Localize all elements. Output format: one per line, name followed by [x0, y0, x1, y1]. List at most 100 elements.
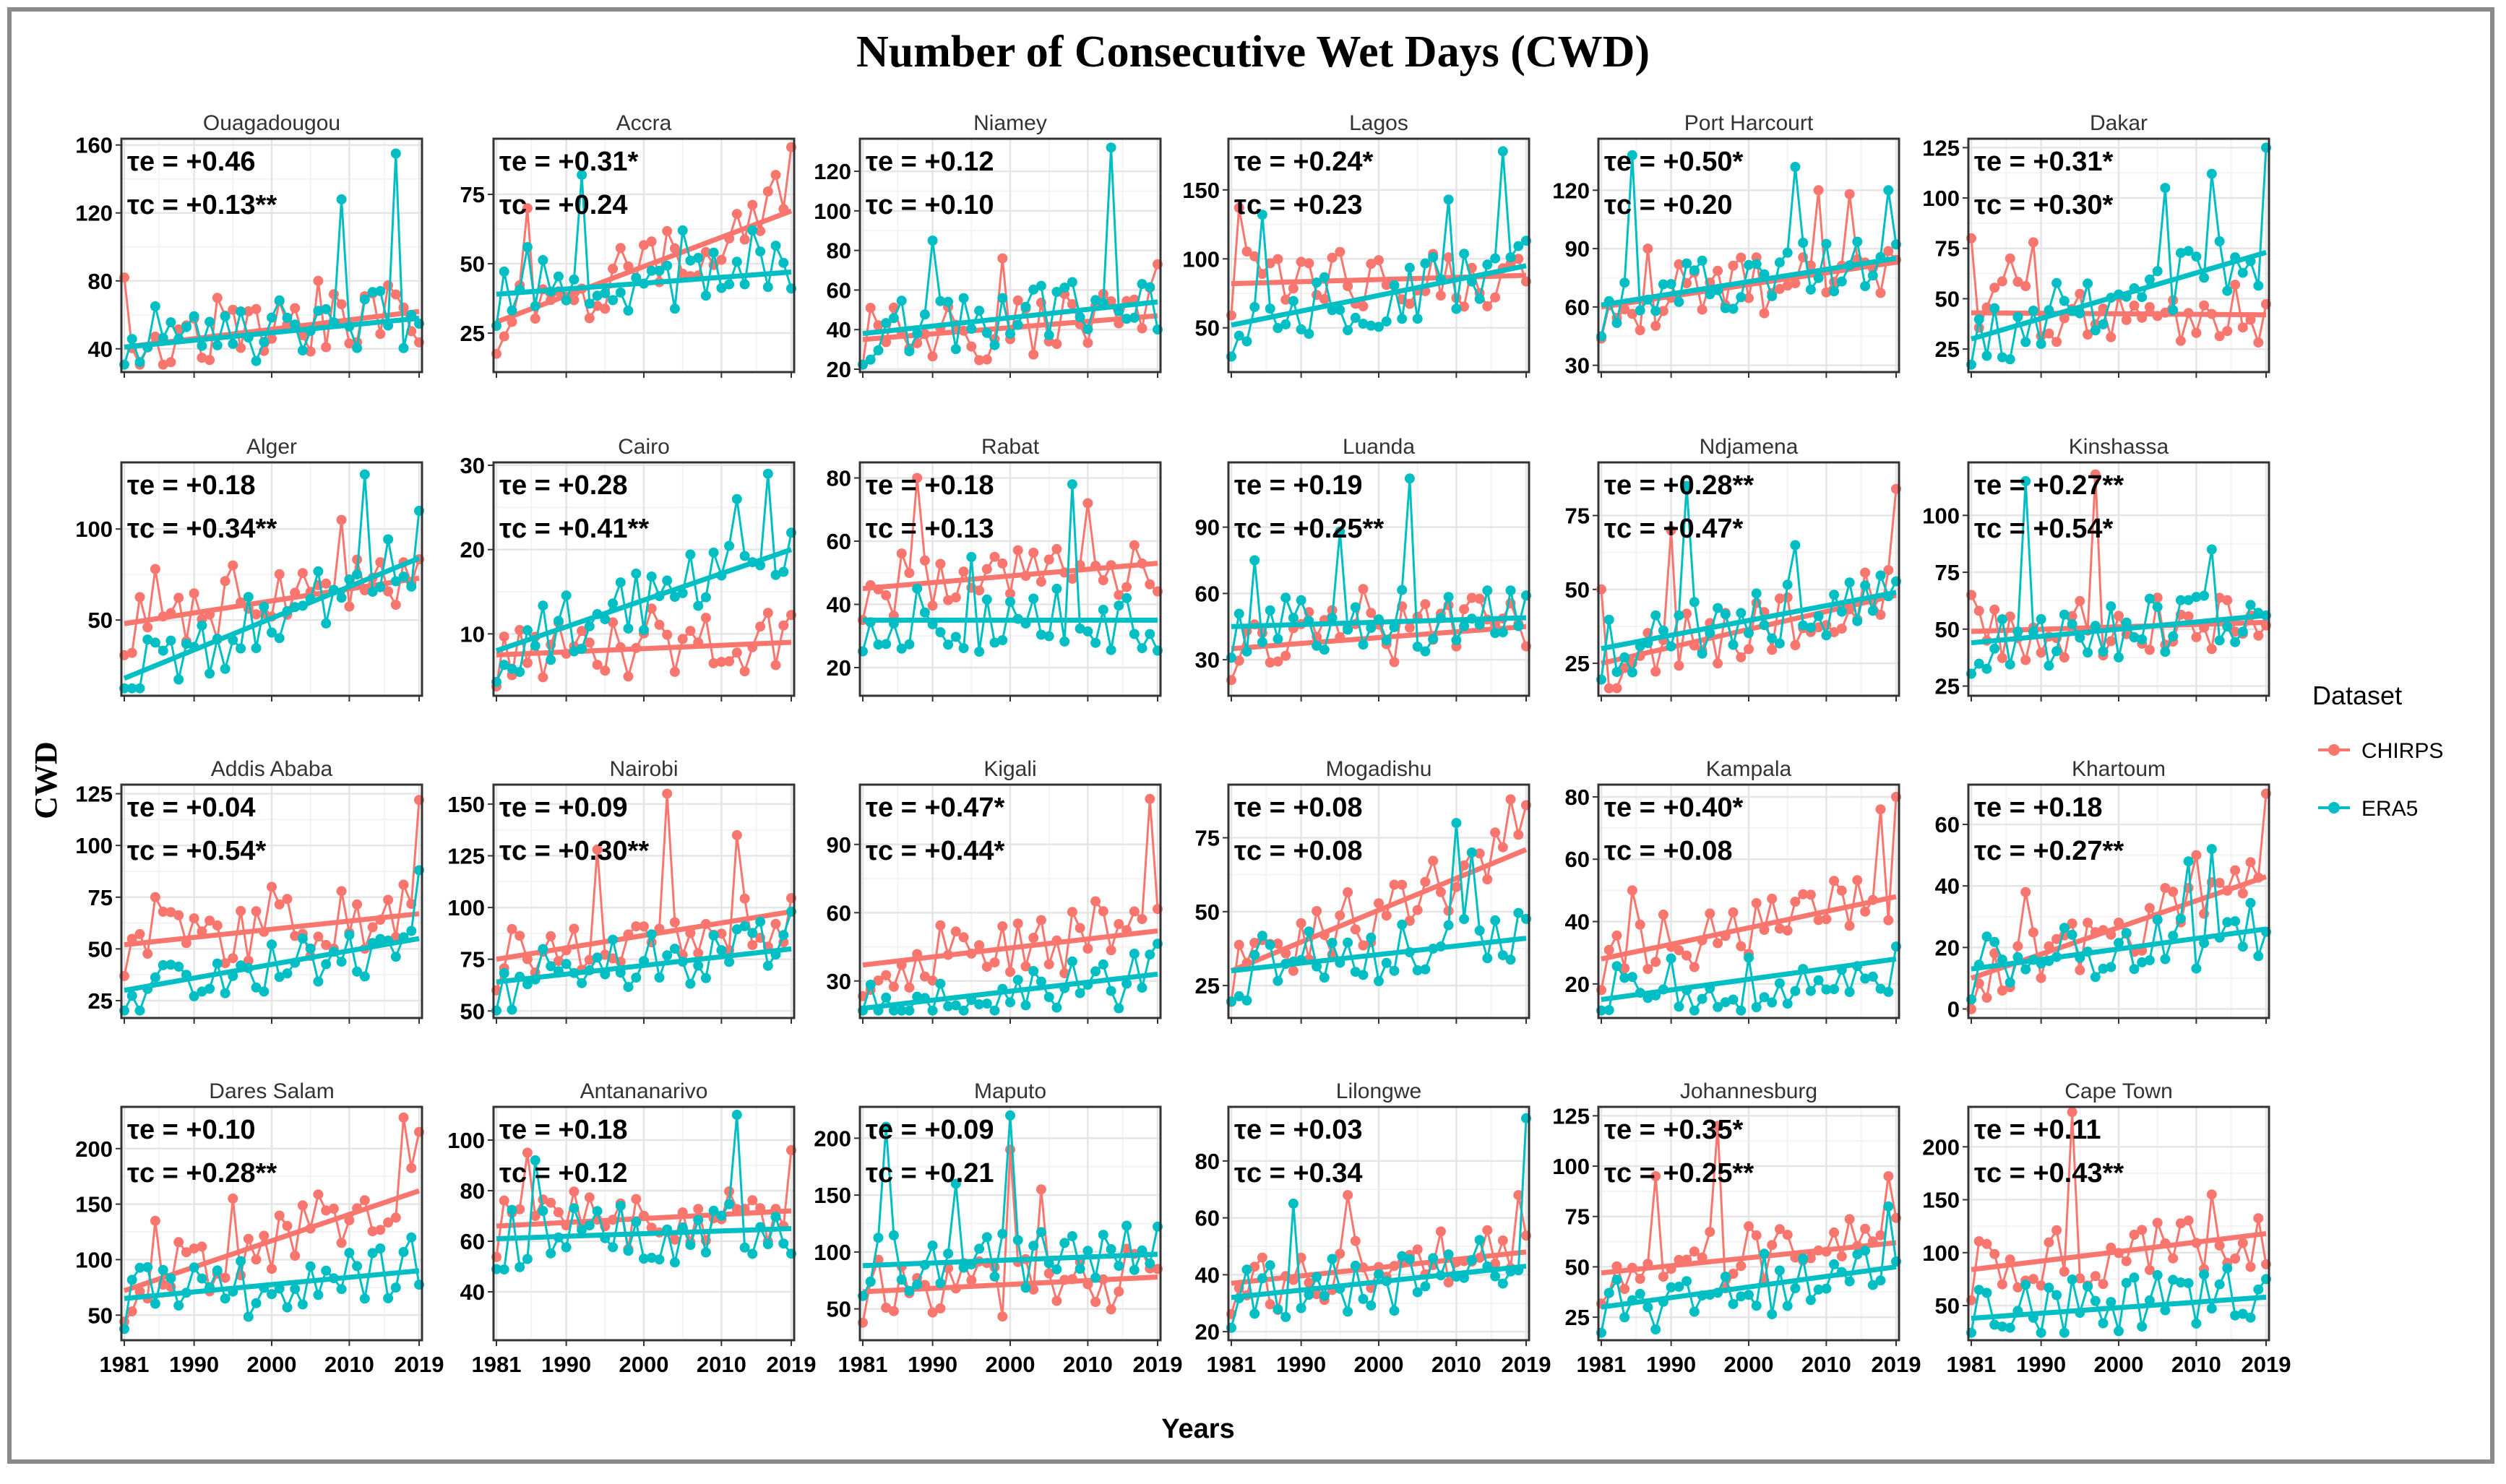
era5-point	[251, 1298, 262, 1308]
era5-point	[290, 319, 301, 330]
chirps-point	[398, 879, 409, 890]
era5-point	[1759, 992, 1770, 1003]
chirps-point	[267, 1264, 277, 1274]
tau-c-label: τc = +0.54*	[1974, 514, 2114, 544]
era5-point	[2183, 856, 2194, 867]
era5-point	[873, 1233, 884, 1243]
era5-point	[2067, 929, 2077, 940]
chirps-point	[1611, 930, 1622, 941]
era5-point	[1350, 602, 1361, 613]
tau-e-label: τe = +0.11	[1974, 1115, 2101, 1145]
chirps-point	[150, 1215, 160, 1226]
chirps-point	[212, 920, 223, 931]
era5-point	[1257, 210, 1267, 220]
era5-point	[1658, 279, 1668, 290]
era5-point	[1860, 1246, 1871, 1256]
chirps-point	[1366, 259, 1377, 269]
era5-point	[1374, 1269, 1384, 1280]
y-tick-label: 40	[1565, 910, 1590, 935]
chirps-point	[522, 203, 533, 214]
era5-point	[1428, 1253, 1439, 1264]
chirps-point	[267, 881, 277, 892]
chirps-point	[662, 629, 673, 640]
chirps-point	[1233, 939, 1244, 950]
era5-point	[615, 1200, 626, 1211]
era5-point	[1443, 194, 1454, 205]
chirps-trend-line	[1601, 1240, 1897, 1276]
chirps-point	[569, 923, 580, 934]
era5-point	[662, 575, 673, 586]
panel-border	[1227, 1105, 1530, 1342]
era5-point	[1067, 277, 1077, 288]
era5-point	[352, 342, 363, 353]
era5-point	[662, 950, 673, 961]
era5-point	[2075, 308, 2085, 319]
chirps-point	[1844, 189, 1855, 199]
chirps-point	[321, 342, 332, 353]
chirps-point	[584, 637, 595, 648]
era5-point	[212, 958, 223, 969]
era5-point	[181, 322, 191, 332]
chirps-point	[2168, 1253, 2179, 1264]
chirps-point	[1273, 656, 1283, 667]
era5-point	[1404, 1254, 1415, 1264]
era5-point	[204, 983, 215, 994]
era5-point	[2253, 1284, 2264, 1295]
y-tick-label: 200	[1922, 1134, 1960, 1160]
era5-point	[1474, 926, 1485, 936]
era5-point	[1767, 633, 1778, 644]
chirps-point	[2237, 888, 2248, 899]
era5-point	[2083, 1281, 2093, 1292]
chirps-point	[1744, 293, 1754, 303]
era5-trend-line	[1601, 1264, 1897, 1310]
chirps-point	[927, 351, 938, 362]
era5-point	[1883, 185, 1894, 196]
chirps-point	[1658, 306, 1668, 316]
y-tick-label: 80	[88, 269, 113, 294]
era5-point	[1490, 253, 1501, 264]
era5-point	[321, 618, 332, 629]
era5-point	[2206, 544, 2217, 555]
era5-point	[693, 252, 704, 263]
chirps-point	[1114, 919, 1124, 929]
chirps-point	[2222, 326, 2233, 337]
chirps-point	[1374, 255, 1384, 266]
era5-point	[197, 1273, 207, 1284]
chirps-point	[375, 329, 386, 340]
era5-point	[2012, 952, 2023, 962]
era5-point	[1028, 966, 1039, 976]
era5-point	[1867, 270, 1878, 281]
chirps-point	[2051, 933, 2062, 944]
panel-title-rabat: Rabat	[981, 435, 1040, 459]
chirps-point	[1288, 965, 1299, 976]
era5-point	[950, 631, 961, 642]
era5-point	[158, 1264, 168, 1275]
tau-e-label: τe = +0.19	[1234, 470, 1363, 501]
era5-point	[1466, 847, 1477, 858]
era5-point	[546, 655, 556, 665]
chirps-point	[2114, 611, 2124, 621]
panel-border	[492, 1105, 796, 1342]
era5-point	[1697, 993, 1708, 1004]
era5-point	[375, 933, 386, 944]
chirps-point	[2253, 1213, 2264, 1224]
chirps-point	[1404, 622, 1415, 633]
tau-e-label: τe = +0.50*	[1604, 147, 1744, 177]
chirps-point	[2012, 1282, 2023, 1293]
chirps-point	[600, 665, 611, 676]
chirps-point	[344, 338, 355, 349]
era5-point	[1674, 1001, 1684, 1012]
chirps-point	[1397, 879, 1408, 890]
chirps-point	[731, 647, 742, 658]
chirps-point	[881, 590, 892, 600]
era5-point	[631, 272, 642, 283]
era5-point	[2036, 339, 2046, 349]
chirps-point	[2083, 918, 2093, 928]
chirps-point	[1611, 683, 1622, 694]
panel-title-port-harcourt: Port Harcourt	[1684, 111, 1814, 135]
chirps-point	[592, 844, 603, 855]
chirps-point	[1466, 592, 1477, 603]
chirps-point	[1257, 1252, 1267, 1263]
era5-point	[1280, 319, 1291, 329]
x-tick-label: 2000	[619, 1352, 669, 1377]
